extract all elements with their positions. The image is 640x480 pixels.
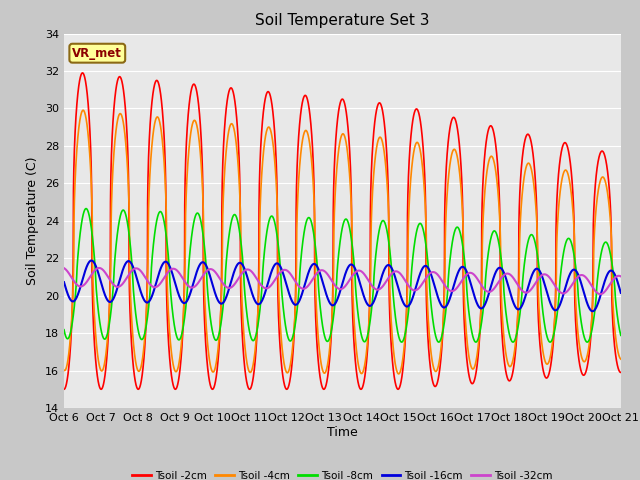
Title: Soil Temperature Set 3: Soil Temperature Set 3 [255,13,429,28]
X-axis label: Time: Time [327,426,358,439]
Text: VR_met: VR_met [72,47,122,60]
Y-axis label: Soil Temperature (C): Soil Temperature (C) [26,156,39,285]
Legend: Tsoil -2cm, Tsoil -4cm, Tsoil -8cm, Tsoil -16cm, Tsoil -32cm: Tsoil -2cm, Tsoil -4cm, Tsoil -8cm, Tsoi… [128,467,557,480]
